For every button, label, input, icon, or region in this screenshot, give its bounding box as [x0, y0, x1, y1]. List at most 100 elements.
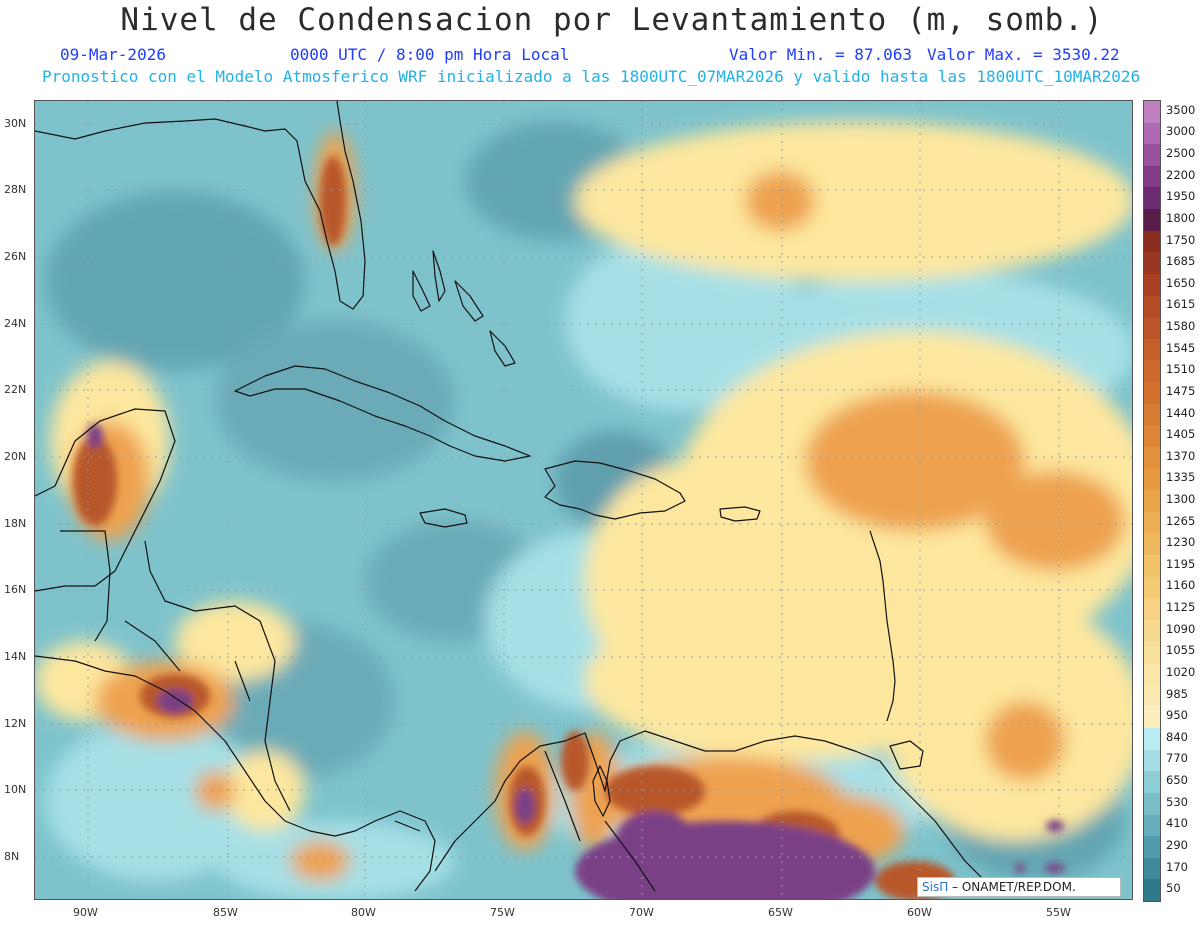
legend-label: 170 [1166, 859, 1188, 874]
legend-swatch [1144, 273, 1160, 297]
legend-label: 410 [1166, 816, 1188, 831]
legend-swatch [1144, 792, 1160, 815]
color-legend [1143, 100, 1161, 902]
legend-label: 1615 [1166, 297, 1196, 312]
lat-label: 18N [4, 517, 27, 530]
legend-swatch [1144, 641, 1160, 664]
legend-swatch [1144, 814, 1160, 837]
legend-swatch [1144, 187, 1160, 210]
legend-label: 1160 [1166, 578, 1196, 593]
yucatan [35, 408, 176, 592]
legend-label: 1750 [1166, 232, 1196, 247]
legend-swatch [1144, 295, 1160, 318]
lat-label: 30N [4, 117, 27, 130]
forecast-date: 09-Mar-2026 [60, 45, 166, 64]
legend-swatch [1144, 857, 1160, 880]
legend-label: 3500 [1166, 102, 1196, 117]
lon-label: 90W [73, 906, 98, 919]
lat-label: 14N [4, 650, 27, 663]
legend-swatch [1144, 555, 1160, 578]
legend-label: 1405 [1166, 427, 1196, 442]
legend-label: 1545 [1166, 340, 1196, 355]
legend-label: 1055 [1166, 643, 1196, 658]
legend-label: 1650 [1166, 275, 1196, 290]
bahamas-4 [489, 330, 516, 367]
legend-swatch [1144, 663, 1160, 686]
legend-swatch [1144, 317, 1160, 340]
credit-text: – ONAMET/REP.DOM. [948, 880, 1076, 894]
legend-label: 2500 [1166, 146, 1196, 161]
legend-swatch [1144, 511, 1160, 534]
lat-label: 12N [4, 717, 27, 730]
puerto-rico [719, 506, 761, 522]
chart-title: Nivel de Condensacion por Levantamiento … [120, 2, 1104, 38]
legend-swatch [1144, 101, 1160, 124]
lon-label: 65W [768, 906, 793, 919]
legend-swatch [1144, 230, 1160, 253]
legend-swatch [1144, 836, 1160, 859]
legend-label: 2200 [1166, 167, 1196, 182]
legend-label: 985 [1166, 686, 1188, 701]
legend-label: 1020 [1166, 664, 1196, 679]
forecast-time: 0000 UTC / 8:00 pm Hora Local [290, 45, 570, 64]
legend-label: 1685 [1166, 254, 1196, 269]
lon-label: 60W [907, 906, 932, 919]
lon-label: 80W [351, 906, 376, 919]
legend-swatch [1144, 598, 1160, 621]
lat-label: 22N [4, 383, 27, 396]
legend-swatch [1144, 165, 1160, 188]
bahamas-3 [454, 280, 484, 322]
lat-label: 20N [4, 450, 27, 463]
lat-label: 26N [4, 250, 27, 263]
legend-swatch [1144, 382, 1160, 405]
legend-swatch [1144, 706, 1160, 729]
coastlines [35, 101, 996, 892]
legend-label: 840 [1166, 729, 1188, 744]
central-america [35, 655, 436, 892]
legend-label: 1800 [1166, 210, 1196, 225]
lcl-field-map [35, 101, 1132, 899]
model-description: Pronostico con el Modelo Atmosferico WRF… [42, 67, 1141, 86]
legend-label: 1125 [1166, 600, 1196, 615]
jamaica [419, 508, 468, 528]
legend-label: 1510 [1166, 362, 1196, 377]
legend-label: 1370 [1166, 448, 1196, 463]
legend-label: 1265 [1166, 513, 1196, 528]
lon-label: 70W [629, 906, 654, 919]
legend-label: 1090 [1166, 621, 1196, 636]
gulf-coast [35, 101, 366, 310]
borders [60, 530, 656, 892]
legend-swatch [1144, 468, 1160, 491]
legend-swatch [1144, 490, 1160, 513]
legend-swatch [1144, 360, 1160, 383]
lake-maracaibo [592, 765, 611, 817]
legend-label: 1950 [1166, 189, 1196, 204]
legend-label: 1195 [1166, 556, 1196, 571]
shaded-field [35, 121, 1132, 899]
graticule [35, 101, 1132, 899]
credit-box: SisΠ – ONAMET/REP.DOM. [917, 877, 1121, 897]
legend-label: 1440 [1166, 405, 1196, 420]
legend-swatch [1144, 879, 1160, 902]
lon-label: 55W [1046, 906, 1071, 919]
legend-label: 770 [1166, 751, 1188, 766]
legend-swatch [1144, 533, 1160, 556]
legend-swatch [1144, 209, 1160, 232]
lat-label: 28N [4, 183, 27, 196]
legend-swatch [1144, 684, 1160, 707]
legend-swatch [1144, 252, 1160, 275]
bahamas-2 [432, 250, 446, 302]
colombia-venezuela [434, 730, 996, 892]
hispaniola [544, 460, 686, 520]
lat-label: 24N [4, 317, 27, 330]
legend-label: 1580 [1166, 319, 1196, 334]
lat-label: 10N [4, 783, 27, 796]
bahamas-1 [412, 270, 431, 312]
legend-swatch [1144, 749, 1160, 772]
map-panel [34, 100, 1133, 900]
legend-label: 3000 [1166, 124, 1196, 139]
lon-label: 85W [213, 906, 238, 919]
legend-label: 950 [1166, 708, 1188, 723]
legend-swatch [1144, 619, 1160, 643]
legend-swatch [1144, 446, 1160, 470]
